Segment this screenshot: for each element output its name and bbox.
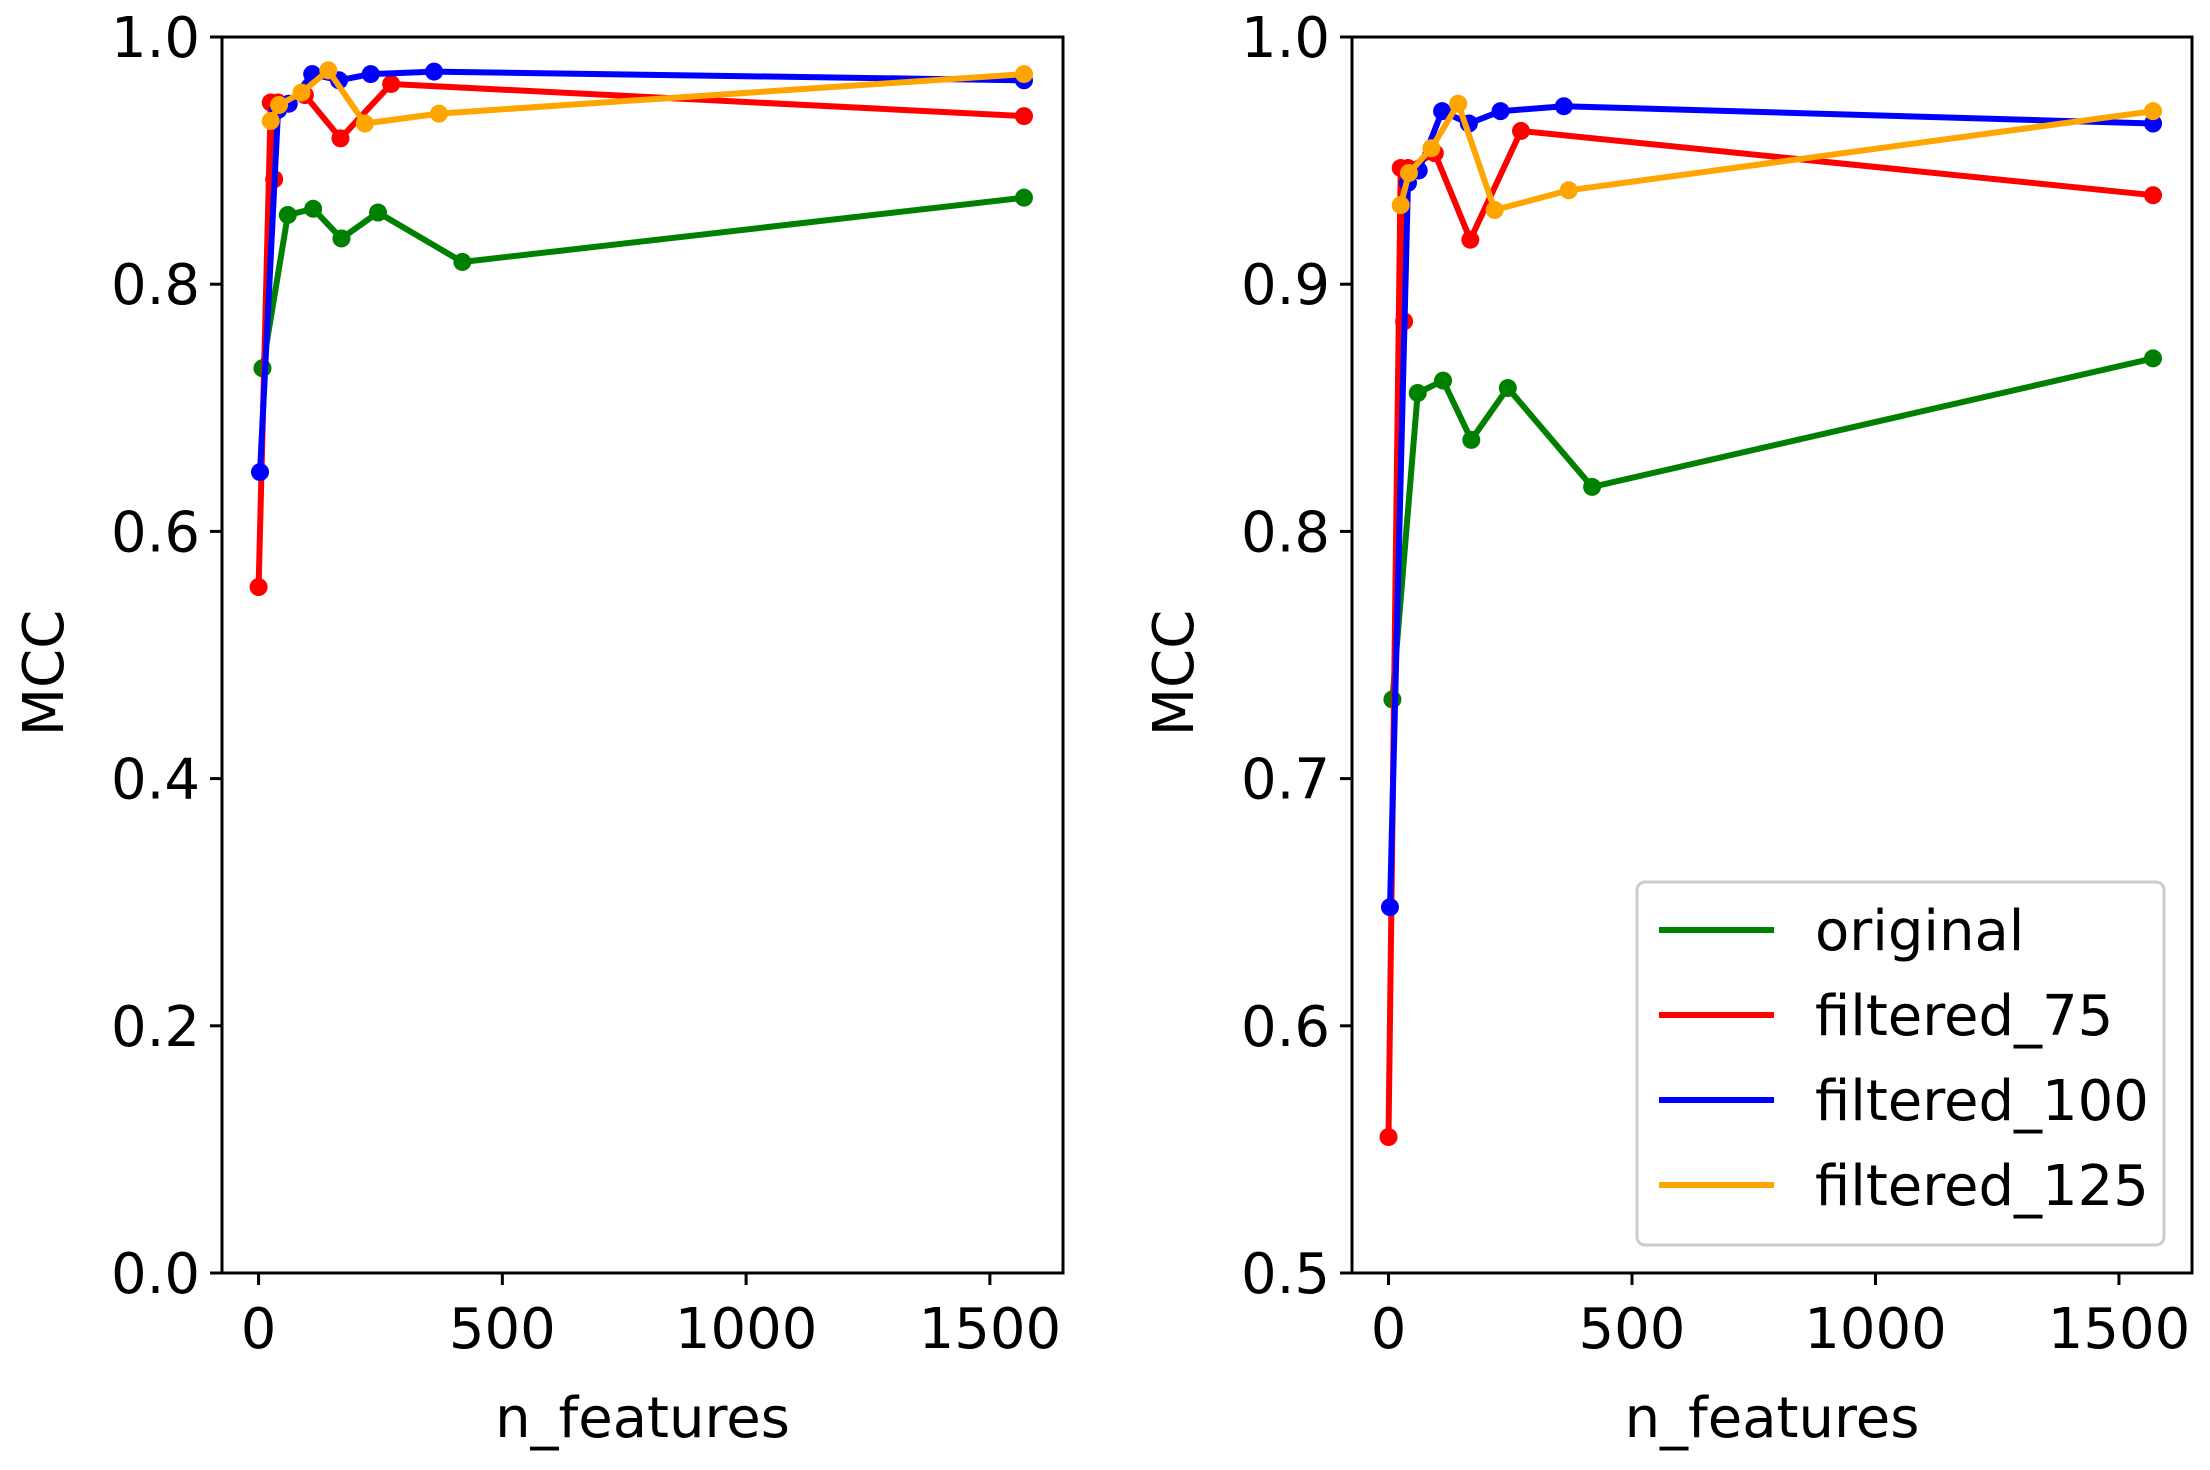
- plot-area: [249, 61, 1033, 597]
- y-tick-label: 1.0: [111, 6, 200, 71]
- x-axis-label: n_features: [495, 1386, 790, 1451]
- data-point-filtered_125: [1485, 201, 1504, 220]
- data-point-original: [1498, 379, 1517, 398]
- data-point-original: [1583, 477, 1602, 496]
- data-point-filtered_125: [1422, 139, 1441, 158]
- legend-label-original: original: [1815, 899, 2024, 964]
- x-tick-label: 0: [1371, 1297, 1407, 1362]
- series-line-original: [259, 194, 1027, 372]
- data-point-original: [453, 252, 472, 271]
- y-tick-label: 0.5: [1241, 1242, 1330, 1307]
- legend-box: [1635, 880, 2166, 1247]
- y-tick-label: 0.6: [1241, 995, 1330, 1060]
- data-point-filtered_75: [1014, 107, 1033, 126]
- data-point-filtered_100: [2144, 114, 2163, 133]
- y-tick-label: 0.8: [111, 253, 200, 318]
- x-tick-label: 1000: [1804, 1297, 1947, 1362]
- y-tick-label: 0.9: [1241, 253, 1330, 318]
- y-tick-label: 0.6: [111, 500, 200, 565]
- data-point-filtered_125: [1014, 65, 1033, 84]
- data-point-original: [304, 199, 323, 218]
- x-tick-label: 1500: [919, 1297, 1062, 1362]
- axes-frame: [220, 35, 1065, 1275]
- y-tick-label: 0.2: [111, 995, 200, 1060]
- y-tick-label: 1.0: [1241, 6, 1330, 71]
- data-point-filtered_125: [1391, 196, 1410, 215]
- x-tick-label: 1500: [2048, 1297, 2191, 1362]
- data-point-original: [1462, 430, 1481, 449]
- legend-label-filtered_75: filtered_75: [1815, 984, 2113, 1049]
- data-point-filtered_125: [261, 112, 280, 131]
- data-point-filtered_100: [361, 65, 380, 84]
- data-point-filtered_100: [1380, 898, 1399, 917]
- data-point-filtered_125: [429, 104, 448, 123]
- data-point-filtered_125: [319, 61, 338, 80]
- data-point-filtered_75: [2144, 186, 2163, 205]
- legend-label-filtered_100: filtered_100: [1815, 1069, 2149, 1134]
- data-point-filtered_125: [1449, 94, 1468, 113]
- data-point-filtered_75: [1379, 1128, 1398, 1147]
- series-line-original: [1389, 355, 2156, 703]
- x-tick-label: 500: [1579, 1297, 1686, 1362]
- x-tick-label: 1000: [675, 1297, 818, 1362]
- data-point-filtered_125: [1399, 163, 1418, 182]
- y-tick-label: 0.4: [111, 748, 200, 813]
- data-point-original: [332, 229, 351, 248]
- y-tick-label: 0.7: [1241, 748, 1330, 813]
- data-point-filtered_125: [355, 114, 374, 133]
- y-tick-label: 0.0: [111, 1242, 200, 1307]
- data-point-filtered_125: [292, 83, 311, 102]
- data-point-filtered_100: [1491, 102, 1510, 121]
- data-point-filtered_75: [249, 578, 268, 597]
- x-axis-label: n_features: [1625, 1386, 1920, 1451]
- data-point-filtered_125: [270, 95, 289, 114]
- series-line-filtered_75: [255, 81, 1027, 590]
- series-line-filtered_100: [257, 68, 1027, 476]
- plot-area: [1379, 94, 2163, 1147]
- chart-panel-right: 0.5 0.6 0.7 0.8 0.9 1.0 0 500 1000 1500 n_features…: [1142, 6, 2194, 1451]
- legend: original filtered_75 filtered_100 filtered_…: [1635, 880, 2166, 1247]
- data-point-original: [1408, 383, 1427, 402]
- series-line-filtered_100: [1387, 103, 2156, 911]
- data-point-original: [369, 203, 388, 222]
- chart-panel-left: 0.0 0.2 0.4 0.6 0.8 1.0 0 500 1000 1500 n_features…: [12, 6, 1065, 1451]
- axes-frame: [1350, 35, 2194, 1275]
- data-point-filtered_100: [1554, 97, 1573, 116]
- data-point-filtered_125: [2144, 102, 2163, 121]
- data-point-original: [278, 205, 297, 224]
- data-point-original: [1434, 371, 1453, 390]
- data-point-filtered_75: [382, 74, 401, 93]
- data-point-original: [2144, 349, 2163, 368]
- x-tick-label: 0: [241, 1297, 277, 1362]
- data-point-filtered_75: [331, 129, 350, 148]
- data-point-filtered_75: [1461, 230, 1480, 249]
- legend-label-filtered_125: filtered_125: [1815, 1154, 2149, 1219]
- data-point-filtered_100: [1433, 102, 1452, 121]
- y-tick-label: 0.8: [1241, 500, 1330, 565]
- data-point-original: [1014, 188, 1033, 207]
- data-point-filtered_100: [251, 463, 270, 482]
- data-point-filtered_75: [1511, 121, 1530, 140]
- data-point-filtered_125: [1559, 181, 1578, 200]
- data-point-filtered_100: [425, 62, 444, 81]
- y-axis-label: MCC: [12, 610, 77, 737]
- x-tick-label: 500: [449, 1297, 556, 1362]
- y-axis-label: MCC: [1142, 610, 1207, 737]
